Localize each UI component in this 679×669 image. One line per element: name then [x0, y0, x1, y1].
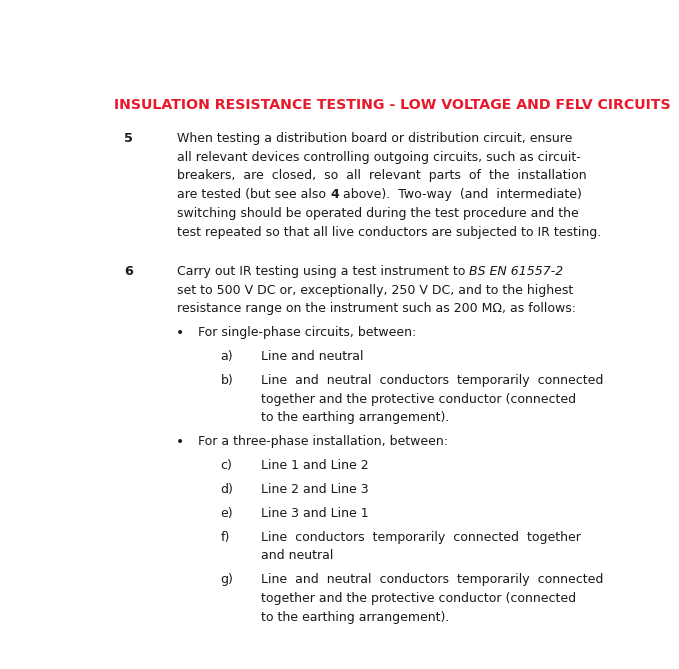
Text: •: •	[175, 436, 183, 449]
Text: 5: 5	[124, 132, 133, 145]
Text: For a three-phase installation, between:: For a three-phase installation, between:	[198, 436, 448, 448]
Text: •: •	[175, 326, 183, 340]
Text: Line 1 and Line 2: Line 1 and Line 2	[261, 459, 369, 472]
Text: and neutral: and neutral	[261, 549, 333, 563]
Text: e): e)	[221, 507, 234, 520]
Text: g): g)	[221, 573, 234, 586]
Text: all relevant devices controlling outgoing circuits, such as circuit-: all relevant devices controlling outgoin…	[177, 151, 581, 164]
Text: a): a)	[221, 350, 234, 363]
Text: Line 3 and Line 1: Line 3 and Line 1	[261, 507, 369, 520]
Text: Line 2 and Line 3: Line 2 and Line 3	[261, 483, 369, 496]
Text: together and the protective conductor (connected: together and the protective conductor (c…	[261, 592, 576, 605]
Text: switching should be operated during the test procedure and the: switching should be operated during the …	[177, 207, 579, 220]
Text: Line  and  neutral  conductors  temporarily  connected: Line and neutral conductors temporarily …	[261, 374, 604, 387]
Text: 4: 4	[330, 188, 339, 201]
Text: test repeated so that all live conductors are subjected to IR testing.: test repeated so that all live conductor…	[177, 225, 601, 239]
Text: 6: 6	[124, 265, 133, 278]
Text: INSULATION RESISTANCE TESTING - LOW VOLTAGE AND FELV CIRCUITS: INSULATION RESISTANCE TESTING - LOW VOLT…	[114, 98, 670, 112]
Text: For single-phase circuits, between:: For single-phase circuits, between:	[198, 326, 416, 339]
Text: f): f)	[221, 531, 230, 544]
Text: are tested (but see also: are tested (but see also	[177, 188, 330, 201]
Text: together and the protective conductor (connected: together and the protective conductor (c…	[261, 393, 576, 405]
Text: to the earthing arrangement).: to the earthing arrangement).	[261, 611, 449, 624]
Text: Carry out IR testing using a test instrument to: Carry out IR testing using a test instru…	[177, 265, 469, 278]
Text: b): b)	[221, 374, 234, 387]
Text: above).  Two-way  (and  intermediate): above). Two-way (and intermediate)	[339, 188, 582, 201]
Text: resistance range on the instrument such as 200 MΩ, as follows:: resistance range on the instrument such …	[177, 302, 576, 315]
Text: d): d)	[221, 483, 234, 496]
Text: c): c)	[221, 459, 232, 472]
Text: breakers,  are  closed,  so  all  relevant  parts  of  the  installation: breakers, are closed, so all relevant pa…	[177, 169, 587, 183]
Text: to the earthing arrangement).: to the earthing arrangement).	[261, 411, 449, 424]
Text: Line  conductors  temporarily  connected  together: Line conductors temporarily connected to…	[261, 531, 581, 544]
Text: set to 500 V DC or, exceptionally, 250 V DC, and to the highest: set to 500 V DC or, exceptionally, 250 V…	[177, 284, 573, 296]
Text: BS EN 61557-2: BS EN 61557-2	[469, 265, 564, 278]
Text: Line and neutral: Line and neutral	[261, 350, 364, 363]
Text: When testing a distribution board or distribution circuit, ensure: When testing a distribution board or dis…	[177, 132, 572, 145]
Text: Line  and  neutral  conductors  temporarily  connected: Line and neutral conductors temporarily …	[261, 573, 604, 586]
